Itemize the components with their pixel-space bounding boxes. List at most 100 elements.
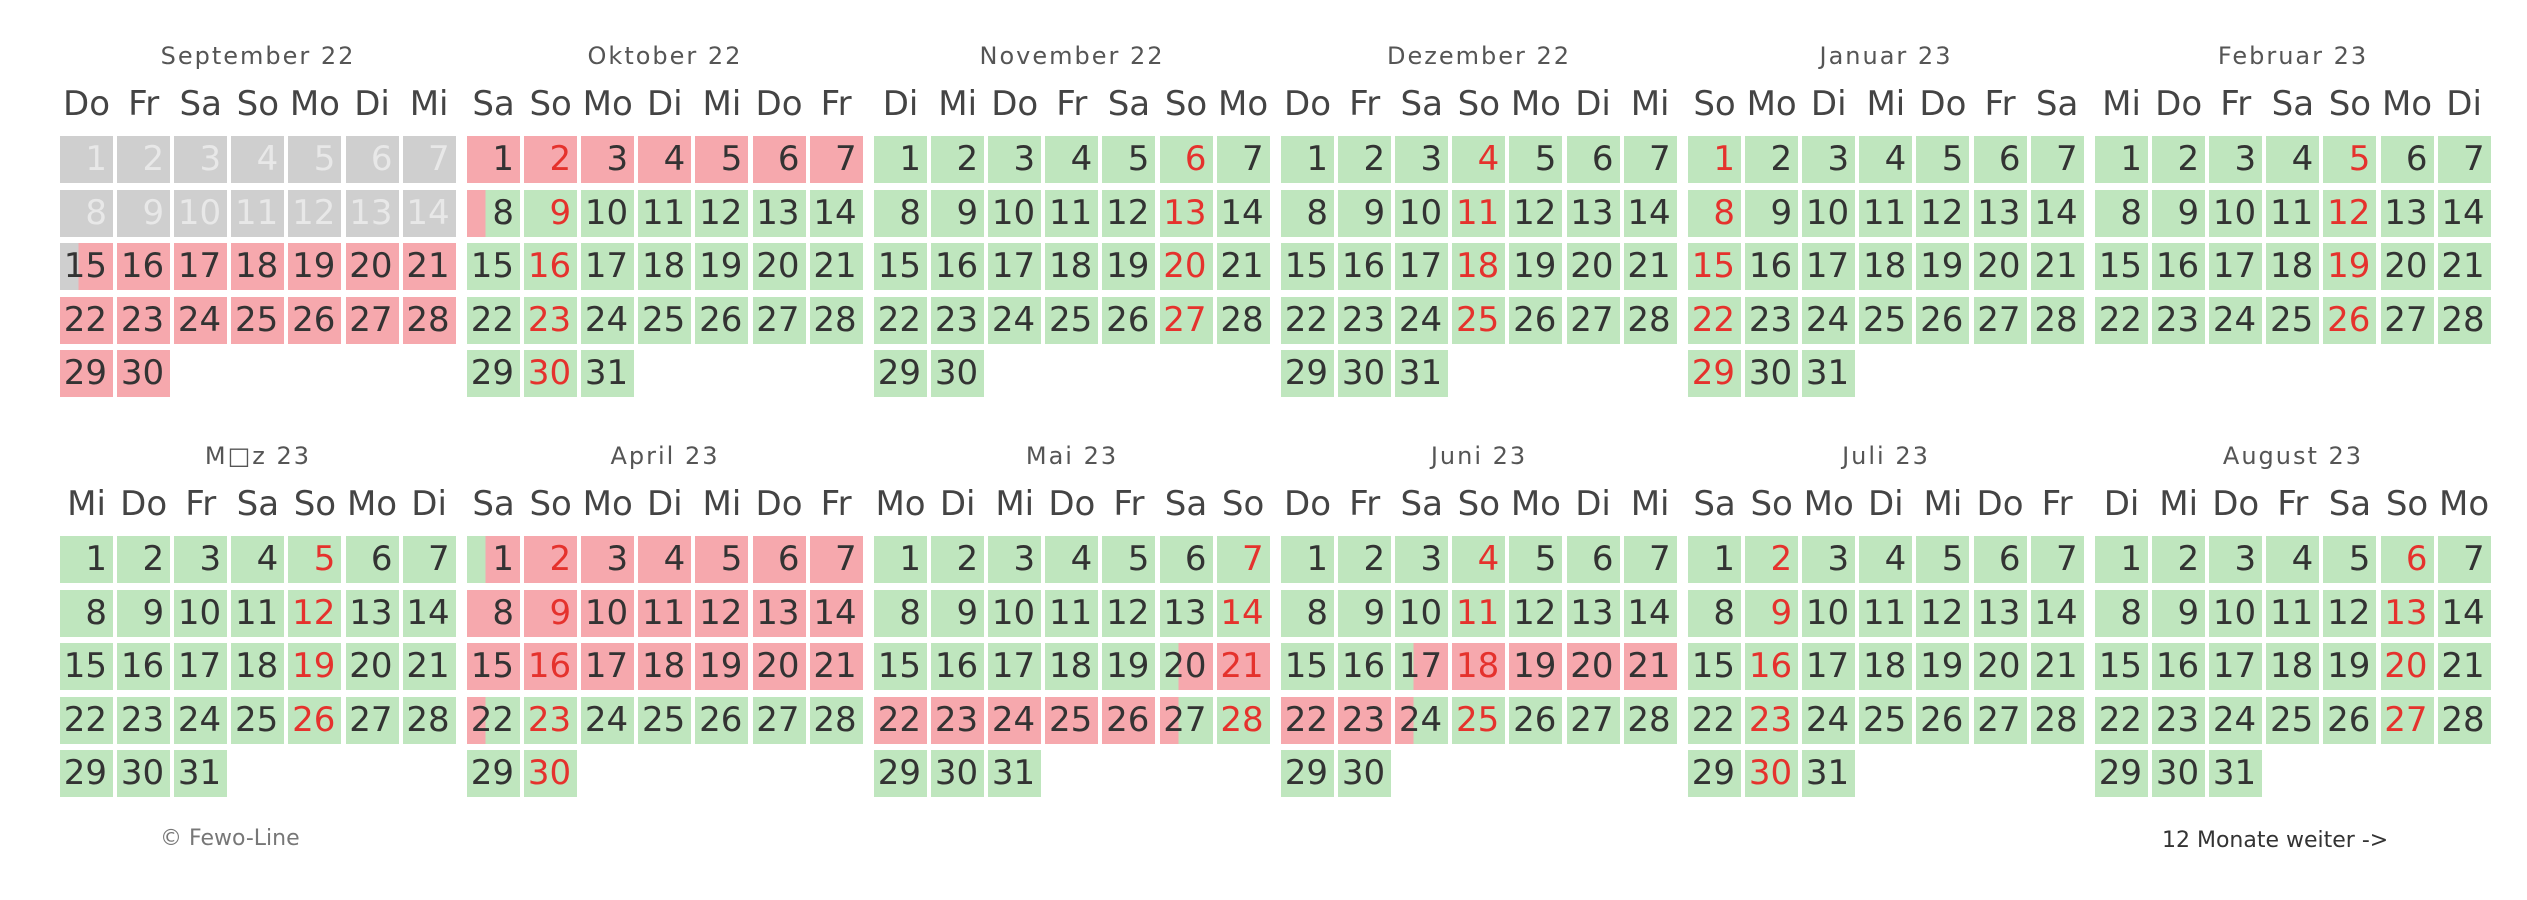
day-cell[interactable]: 29 bbox=[1688, 350, 1741, 397]
day-cell[interactable]: 10 bbox=[581, 189, 635, 237]
day-cell[interactable]: 16 bbox=[1338, 243, 1392, 290]
day-cell[interactable]: 17 bbox=[1802, 243, 1856, 290]
day-cell[interactable]: 19 bbox=[1509, 643, 1563, 690]
day-cell[interactable]: 9 bbox=[524, 189, 578, 237]
day-cell[interactable]: 10 bbox=[2209, 589, 2263, 637]
day-cell[interactable]: 31 bbox=[581, 350, 635, 397]
day-cell[interactable]: 30 bbox=[1338, 750, 1392, 797]
day-cell[interactable]: 14 bbox=[402, 589, 456, 637]
day-cell[interactable]: 31 bbox=[1802, 350, 1856, 397]
day-cell[interactable]: 19 bbox=[1102, 243, 1156, 290]
day-cell[interactable]: 30 bbox=[117, 350, 171, 397]
day-cell[interactable]: 14 bbox=[1216, 589, 1270, 637]
day-cell[interactable]: 17 bbox=[1802, 643, 1856, 690]
day-cell[interactable]: 21 bbox=[1216, 243, 1270, 290]
day-cell[interactable]: 29 bbox=[60, 750, 113, 797]
day-cell[interactable]: 17 bbox=[1395, 643, 1449, 690]
day-cell[interactable]: 12 bbox=[1916, 589, 1970, 637]
day-cell[interactable]: 1 bbox=[874, 136, 927, 183]
day-cell[interactable]: 22 bbox=[1688, 296, 1741, 344]
day-cell[interactable]: 20 bbox=[1159, 243, 1213, 290]
day-cell[interactable]: 5 bbox=[695, 136, 749, 183]
day-cell[interactable]: 25 bbox=[638, 696, 692, 744]
day-cell[interactable]: 29 bbox=[467, 750, 520, 797]
day-cell[interactable]: 8 bbox=[1281, 189, 1334, 237]
day-cell[interactable]: 6 bbox=[1973, 536, 2027, 583]
day-cell[interactable]: 5 bbox=[1916, 536, 1970, 583]
day-cell[interactable]: 16 bbox=[524, 243, 578, 290]
day-cell[interactable]: 25 bbox=[1859, 296, 1913, 344]
day-cell[interactable]: 1 bbox=[60, 536, 113, 583]
day-cell[interactable]: 27 bbox=[2380, 296, 2434, 344]
day-cell[interactable]: 23 bbox=[931, 696, 985, 744]
day-cell[interactable]: 9 bbox=[931, 589, 985, 637]
day-cell[interactable]: 8 bbox=[2095, 589, 2148, 637]
day-cell[interactable]: 11 bbox=[638, 189, 692, 237]
day-cell[interactable]: 9 bbox=[117, 189, 171, 237]
day-cell[interactable]: 9 bbox=[117, 589, 171, 637]
day-cell[interactable]: 16 bbox=[524, 643, 578, 690]
day-cell[interactable]: 9 bbox=[931, 189, 985, 237]
day-cell[interactable]: 7 bbox=[809, 136, 863, 183]
day-cell[interactable]: 24 bbox=[1802, 296, 1856, 344]
day-cell[interactable]: 1 bbox=[2095, 536, 2148, 583]
day-cell[interactable]: 20 bbox=[752, 643, 806, 690]
day-cell[interactable]: 17 bbox=[988, 243, 1042, 290]
day-cell[interactable]: 21 bbox=[1623, 243, 1677, 290]
day-cell[interactable]: 12 bbox=[1916, 189, 1970, 237]
day-cell[interactable]: 25 bbox=[2266, 696, 2320, 744]
day-cell[interactable]: 2 bbox=[524, 536, 578, 583]
day-cell[interactable]: 15 bbox=[467, 643, 520, 690]
day-cell[interactable]: 1 bbox=[1688, 536, 1741, 583]
day-cell[interactable]: 25 bbox=[1859, 696, 1913, 744]
day-cell[interactable]: 4 bbox=[1859, 136, 1913, 183]
day-cell[interactable]: 27 bbox=[345, 296, 399, 344]
day-cell[interactable]: 4 bbox=[1452, 136, 1506, 183]
day-cell[interactable]: 5 bbox=[2323, 136, 2377, 183]
day-cell[interactable]: 7 bbox=[402, 136, 456, 183]
day-cell[interactable]: 10 bbox=[1802, 189, 1856, 237]
day-cell[interactable]: 19 bbox=[1509, 243, 1563, 290]
day-cell[interactable]: 13 bbox=[1159, 189, 1213, 237]
day-cell[interactable]: 6 bbox=[1973, 136, 2027, 183]
day-cell[interactable]: 11 bbox=[231, 589, 285, 637]
day-cell[interactable]: 18 bbox=[231, 643, 285, 690]
day-cell[interactable]: 13 bbox=[345, 589, 399, 637]
day-cell[interactable]: 15 bbox=[60, 243, 113, 290]
day-cell[interactable]: 6 bbox=[1159, 536, 1213, 583]
day-cell[interactable]: 4 bbox=[1045, 536, 1099, 583]
day-cell[interactable]: 10 bbox=[2209, 189, 2263, 237]
day-cell[interactable]: 26 bbox=[1102, 696, 1156, 744]
day-cell[interactable]: 16 bbox=[117, 643, 171, 690]
day-cell[interactable]: 12 bbox=[1102, 189, 1156, 237]
day-cell[interactable]: 26 bbox=[2323, 296, 2377, 344]
day-cell[interactable]: 18 bbox=[638, 643, 692, 690]
day-cell[interactable]: 4 bbox=[1452, 536, 1506, 583]
day-cell[interactable]: 27 bbox=[2380, 696, 2434, 744]
day-cell[interactable]: 14 bbox=[2437, 589, 2491, 637]
day-cell[interactable]: 2 bbox=[1745, 136, 1799, 183]
day-cell[interactable]: 9 bbox=[2152, 589, 2206, 637]
day-cell[interactable]: 27 bbox=[1973, 696, 2027, 744]
day-cell[interactable]: 6 bbox=[1566, 136, 1620, 183]
day-cell[interactable]: 18 bbox=[1045, 243, 1099, 290]
day-cell[interactable]: 8 bbox=[467, 589, 520, 637]
day-cell[interactable]: 10 bbox=[1395, 189, 1449, 237]
day-cell[interactable]: 22 bbox=[60, 696, 113, 744]
day-cell[interactable]: 23 bbox=[117, 696, 171, 744]
day-cell[interactable]: 4 bbox=[638, 536, 692, 583]
day-cell[interactable]: 17 bbox=[2209, 243, 2263, 290]
day-cell[interactable]: 28 bbox=[2030, 296, 2084, 344]
day-cell[interactable]: 22 bbox=[467, 296, 520, 344]
day-cell[interactable]: 23 bbox=[1338, 696, 1392, 744]
day-cell[interactable]: 30 bbox=[524, 750, 578, 797]
day-cell[interactable]: 2 bbox=[117, 136, 171, 183]
day-cell[interactable]: 30 bbox=[1745, 750, 1799, 797]
day-cell[interactable]: 26 bbox=[1509, 296, 1563, 344]
day-cell[interactable]: 14 bbox=[402, 189, 456, 237]
day-cell[interactable]: 28 bbox=[809, 296, 863, 344]
day-cell[interactable]: 20 bbox=[752, 243, 806, 290]
day-cell[interactable]: 4 bbox=[2266, 136, 2320, 183]
day-cell[interactable]: 19 bbox=[288, 643, 342, 690]
day-cell[interactable]: 5 bbox=[1102, 136, 1156, 183]
